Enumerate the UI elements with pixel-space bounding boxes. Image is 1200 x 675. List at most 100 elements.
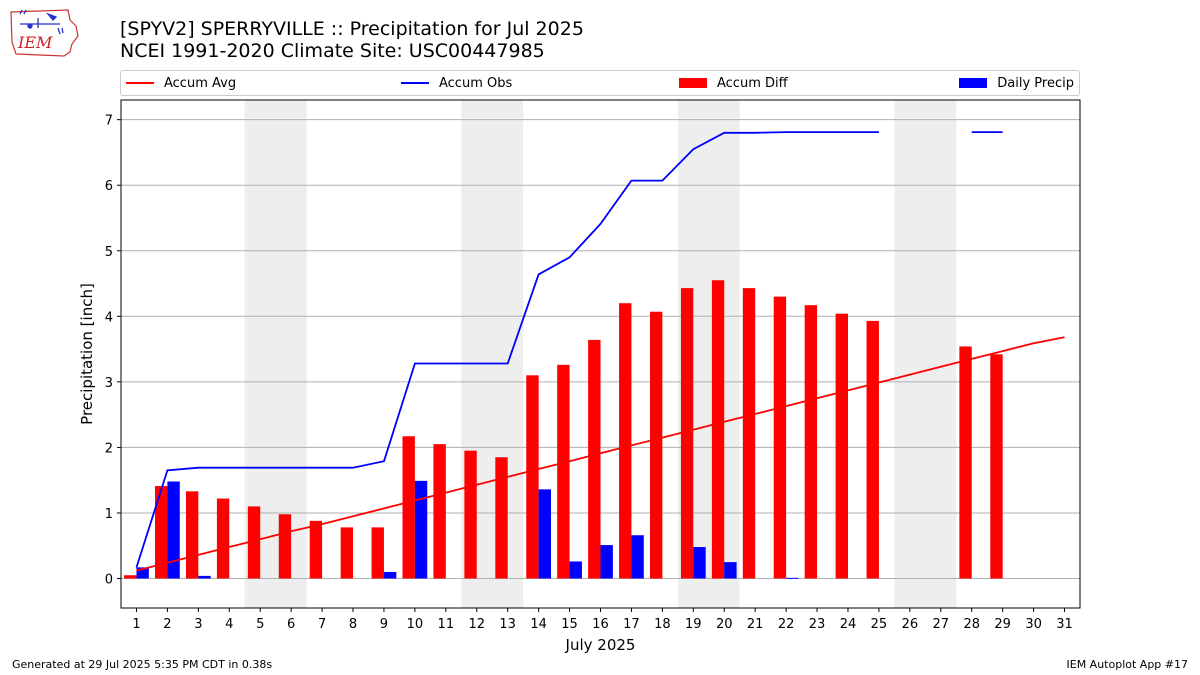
accum-diff-bar bbox=[309, 520, 323, 579]
accum-diff-bar bbox=[711, 280, 725, 579]
y-tick-label: 6 bbox=[105, 179, 113, 194]
legend-label-accum-obs: Accum Obs bbox=[439, 75, 513, 91]
accum-diff-bar bbox=[185, 491, 199, 579]
accum-diff-bar bbox=[278, 514, 292, 579]
accum-diff-bar bbox=[959, 346, 972, 579]
daily-precip-bar bbox=[631, 535, 644, 579]
x-tick-label: 20 bbox=[716, 617, 733, 632]
y-tick-label: 1 bbox=[105, 507, 113, 522]
x-tick-label: 4 bbox=[225, 617, 233, 632]
legend-label-daily-precip: Daily Precip bbox=[997, 75, 1074, 91]
x-tick-label: 28 bbox=[963, 617, 980, 632]
x-tick-label: 29 bbox=[994, 617, 1011, 632]
chart-subtitle: NCEI 1991-2020 Climate Site: USC00447985 bbox=[120, 40, 545, 62]
accum-diff-bar bbox=[557, 364, 570, 579]
x-tick-label: 8 bbox=[349, 617, 357, 632]
x-tick-label: 21 bbox=[747, 617, 764, 632]
x-tick-label: 30 bbox=[1025, 617, 1042, 632]
x-tick-label: 25 bbox=[871, 617, 888, 632]
accum-diff-bar bbox=[340, 527, 354, 579]
accum-diff-bar bbox=[216, 498, 230, 579]
x-tick-label: 22 bbox=[778, 617, 795, 632]
y-tick-label: 5 bbox=[105, 245, 113, 260]
accum-diff-bar bbox=[619, 303, 632, 579]
accum-diff-bar bbox=[371, 527, 384, 579]
daily-precip-bar bbox=[600, 545, 613, 579]
accum-diff-bar bbox=[866, 320, 879, 579]
accum-diff-bar bbox=[773, 296, 787, 579]
lines-layer bbox=[135, 131, 1065, 572]
x-tick-label: 15 bbox=[561, 617, 578, 632]
y-tick-label: 7 bbox=[105, 114, 113, 129]
accum-diff-bar bbox=[649, 311, 663, 579]
accum-diff-bar bbox=[742, 288, 756, 579]
x-tick-label: 19 bbox=[685, 617, 702, 632]
y-tick-label: 0 bbox=[105, 573, 113, 588]
x-tick-label: 10 bbox=[407, 617, 424, 632]
accum-diff-bar bbox=[680, 288, 694, 579]
x-tick-label: 3 bbox=[194, 617, 202, 632]
legend-swatch-accum-diff bbox=[679, 78, 707, 88]
accum-diff-bar bbox=[124, 575, 137, 579]
x-tick-label: 7 bbox=[318, 617, 326, 632]
accum-avg-line bbox=[136, 336, 1065, 572]
x-tick-label: 13 bbox=[499, 617, 516, 632]
legend-swatch-daily-precip bbox=[959, 78, 988, 88]
x-tick-label: 16 bbox=[592, 617, 609, 632]
daily-precip-bar bbox=[383, 571, 397, 579]
weekend-band bbox=[894, 100, 957, 608]
x-tick-label: 6 bbox=[287, 617, 295, 632]
accum-diff-bar bbox=[402, 436, 415, 579]
footer-app-text: IEM Autoplot App #17 bbox=[1066, 658, 1189, 671]
daily-precip-bar bbox=[414, 480, 428, 579]
x-tick-label: 14 bbox=[530, 617, 547, 632]
iem-logo: IEM bbox=[8, 6, 80, 58]
footer-generated-text: Generated at 29 Jul 2025 5:35 PM CDT in … bbox=[12, 658, 273, 671]
daily-precip-bar bbox=[136, 567, 149, 579]
x-tick-label: 27 bbox=[933, 617, 950, 632]
y-tick-label: 3 bbox=[105, 376, 113, 391]
daily-precip-bar bbox=[167, 481, 180, 579]
legend-item-accum-obs: Accum Obs bbox=[401, 71, 512, 95]
accum-diff-bar bbox=[804, 305, 818, 579]
legend-item-accum-avg: Accum Avg bbox=[126, 71, 236, 95]
daily-precip-bar bbox=[538, 489, 552, 579]
legend-label-accum-diff: Accum Diff bbox=[717, 75, 788, 91]
chart-title: [SPYV2] SPERRYVILLE :: Precipitation for… bbox=[120, 18, 584, 40]
y-axis-label: Precipitation [inch] bbox=[78, 283, 96, 425]
legend-swatch-accum-avg bbox=[126, 82, 154, 84]
accum-diff-bar bbox=[433, 444, 446, 579]
x-tick-label: 11 bbox=[438, 617, 455, 632]
x-tick-label: 17 bbox=[623, 617, 640, 632]
accum-obs-line bbox=[135, 131, 879, 568]
x-tick-label: 18 bbox=[654, 617, 671, 632]
accum-diff-bar bbox=[835, 313, 848, 579]
daily-precip-bar bbox=[569, 561, 582, 579]
x-tick-label: 9 bbox=[380, 617, 388, 632]
daily-precip-bar bbox=[786, 577, 799, 579]
x-tick-label: 1 bbox=[132, 617, 140, 632]
x-tick-label: 23 bbox=[809, 617, 826, 632]
y-tick-label: 2 bbox=[105, 441, 113, 456]
svg-text:IEM: IEM bbox=[17, 33, 53, 52]
x-tick-label: 26 bbox=[902, 617, 919, 632]
accum-diff-bar bbox=[588, 339, 601, 579]
accum-diff-bar bbox=[990, 354, 1003, 579]
daily-precip-bar bbox=[198, 575, 211, 579]
x-tick-label: 2 bbox=[163, 617, 171, 632]
legend-swatch-accum-obs bbox=[401, 82, 429, 84]
accum-diff-bar bbox=[526, 375, 539, 579]
daily-precip-bar bbox=[724, 562, 737, 579]
x-tick-label: 24 bbox=[840, 617, 857, 632]
x-tick-label: 31 bbox=[1056, 617, 1073, 632]
bars-layer bbox=[124, 280, 1003, 579]
accum-diff-bar bbox=[464, 450, 477, 579]
chart-legend: Accum Avg Accum Obs Accum Diff Daily Pre… bbox=[120, 70, 1080, 96]
legend-item-accum-diff: Accum Diff bbox=[679, 71, 788, 95]
daily-precip-bar bbox=[693, 547, 706, 579]
legend-label-accum-avg: Accum Avg bbox=[164, 75, 237, 91]
x-axis-label: July 2025 bbox=[565, 636, 636, 654]
accum-diff-bar bbox=[495, 457, 508, 579]
